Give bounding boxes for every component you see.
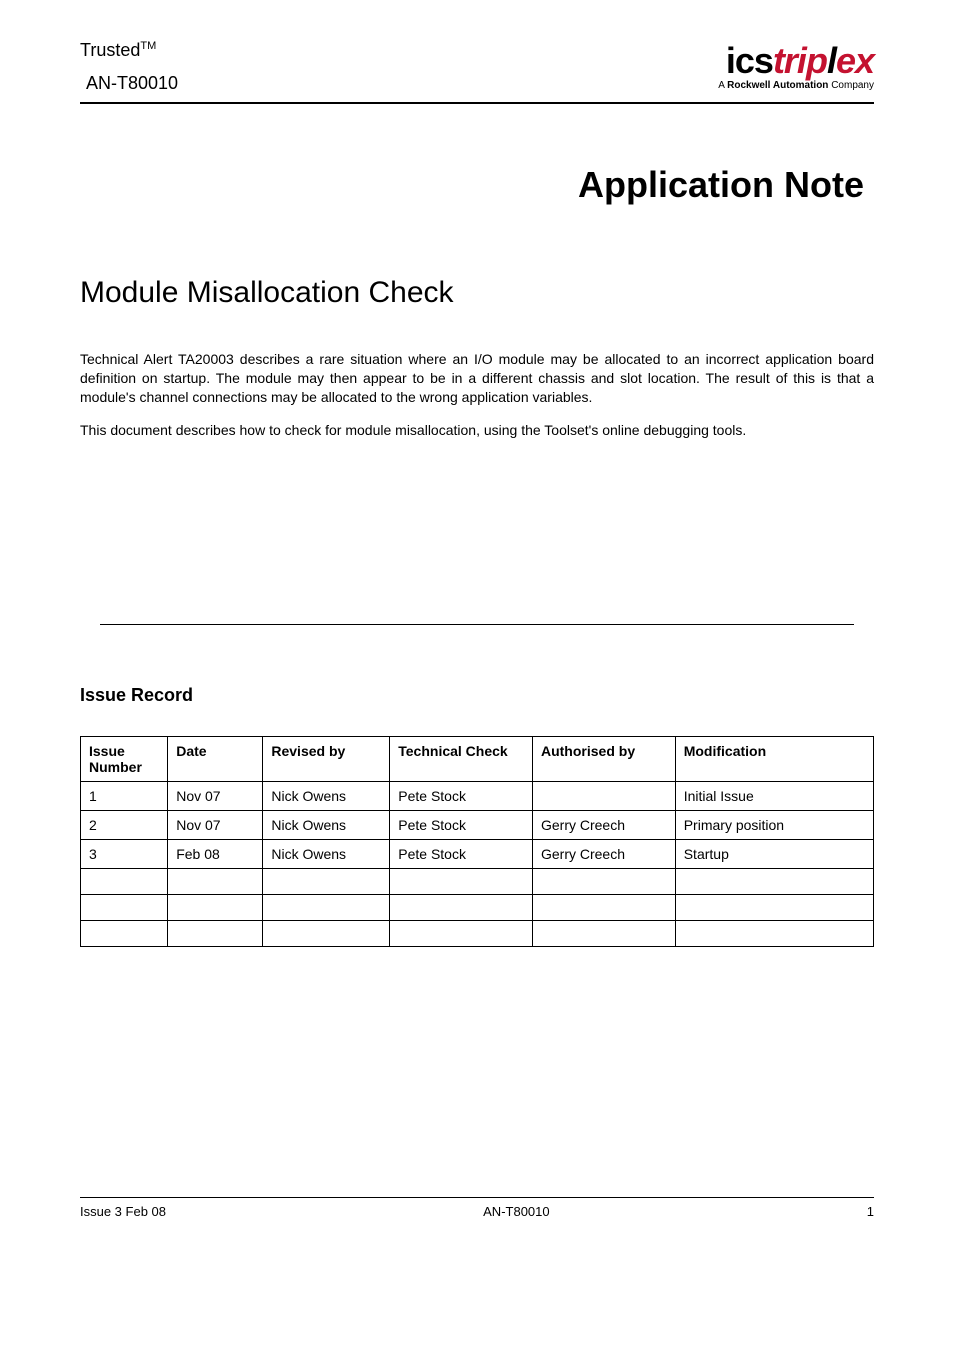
table-row: 3 Feb 08 Nick Owens Pete Stock Gerry Cre… [81, 839, 874, 868]
cell-auth: Gerry Creech [532, 810, 675, 839]
body-paragraph-1: Technical Alert TA20003 describes a rare… [80, 350, 874, 407]
empty-cell [263, 894, 390, 920]
cell-issue: 1 [81, 781, 168, 810]
section-divider [100, 624, 854, 625]
cell-tech: Pete Stock [390, 810, 533, 839]
cell-tech: Pete Stock [390, 839, 533, 868]
issue-record-table: Issue Number Date Revised by Technical C… [80, 736, 874, 947]
empty-cell [81, 920, 168, 946]
col-header-revised: Revised by [263, 736, 390, 781]
empty-cell [675, 868, 873, 894]
empty-cell [532, 920, 675, 946]
footer-row: Issue 3 Feb 08 AN-T80010 1 [80, 1204, 874, 1219]
table-row: 1 Nov 07 Nick Owens Pete Stock Initial I… [81, 781, 874, 810]
cell-revised: Nick Owens [263, 839, 390, 868]
empty-cell [390, 894, 533, 920]
logo-tagline: A Rockwell Automation Company [718, 80, 874, 91]
empty-cell [81, 894, 168, 920]
document-header: TrustedTM AN-T80010 icstriplex A Rockwel… [80, 40, 874, 104]
logo-ex: ex [836, 40, 874, 81]
cell-mod: Initial Issue [675, 781, 873, 810]
cell-revised: Nick Owens [263, 781, 390, 810]
empty-cell [390, 868, 533, 894]
table-empty-row [81, 868, 874, 894]
table-header-row: Issue Number Date Revised by Technical C… [81, 736, 874, 781]
footer-center: AN-T80010 [483, 1204, 549, 1219]
col-header-tech: Technical Check [390, 736, 533, 781]
tagline-prefix: A [718, 80, 727, 91]
cell-issue: 2 [81, 810, 168, 839]
document-footer: Issue 3 Feb 08 AN-T80010 1 [80, 1197, 874, 1219]
logo-text: icstriplex [726, 40, 874, 82]
cell-revised: Nick Owens [263, 810, 390, 839]
company-logo: icstriplex A Rockwell Automation Company [718, 40, 874, 91]
table-row: 2 Nov 07 Nick Owens Pete Stock Gerry Cre… [81, 810, 874, 839]
footer-right: 1 [867, 1204, 874, 1219]
product-name-text: Trusted [80, 40, 140, 60]
tagline-bold: Rockwell Automation [727, 80, 828, 91]
cell-mod: Primary position [675, 810, 873, 839]
empty-cell [263, 868, 390, 894]
table-empty-row [81, 920, 874, 946]
main-title: Application Note [80, 164, 864, 206]
document-code: AN-T80010 [80, 73, 178, 94]
empty-cell [168, 894, 263, 920]
logo-ics: ics [726, 40, 773, 81]
empty-cell [675, 920, 873, 946]
empty-cell [81, 868, 168, 894]
cell-auth: Gerry Creech [532, 839, 675, 868]
footer-left: Issue 3 Feb 08 [80, 1204, 166, 1219]
empty-cell [532, 868, 675, 894]
cell-issue: 3 [81, 839, 168, 868]
tagline-suffix: Company [828, 80, 874, 91]
product-name: TrustedTM [80, 40, 178, 61]
empty-cell [168, 868, 263, 894]
cell-tech: Pete Stock [390, 781, 533, 810]
empty-cell [168, 920, 263, 946]
issue-record-heading: Issue Record [80, 685, 874, 706]
empty-cell [390, 920, 533, 946]
product-tm: TM [140, 40, 156, 52]
empty-cell [263, 920, 390, 946]
col-header-auth: Authorised by [532, 736, 675, 781]
cell-mod: Startup [675, 839, 873, 868]
logo-l: l [827, 40, 836, 81]
logo-trip: trip [773, 40, 827, 81]
cell-date: Nov 07 [168, 781, 263, 810]
header-left: TrustedTM AN-T80010 [80, 40, 178, 94]
col-header-date: Date [168, 736, 263, 781]
cell-date: Nov 07 [168, 810, 263, 839]
empty-cell [675, 894, 873, 920]
col-header-mod: Modification [675, 736, 873, 781]
sub-title: Module Misallocation Check [80, 276, 874, 310]
cell-auth [532, 781, 675, 810]
table-empty-row [81, 894, 874, 920]
empty-cell [532, 894, 675, 920]
body-paragraph-2: This document describes how to check for… [80, 421, 874, 440]
col-header-issue: Issue Number [81, 736, 168, 781]
table-body: 1 Nov 07 Nick Owens Pete Stock Initial I… [81, 781, 874, 946]
cell-date: Feb 08 [168, 839, 263, 868]
